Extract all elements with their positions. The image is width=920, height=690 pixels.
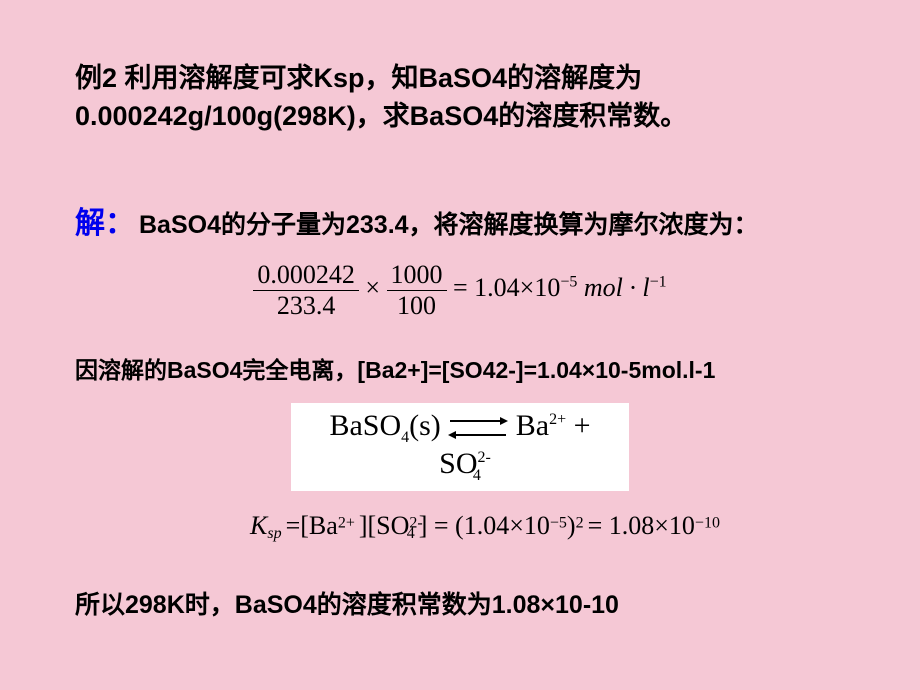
equals-result: = 1.04×10: [453, 273, 560, 302]
problem-line-2: 0.000242g/100g(298K)，求BaSO4的溶度积常数。: [75, 98, 845, 136]
ksp-k: K: [250, 511, 267, 540]
solution-label: 解：: [75, 207, 135, 240]
so4-charge: 2-: [478, 449, 491, 466]
frac1-numerator: 0.000242: [253, 260, 359, 291]
exponent-neg1: −1: [650, 273, 667, 290]
ksp-e2: −10: [695, 514, 720, 531]
ksp-after: ] = (1.04×10: [419, 511, 550, 540]
molar-concentration-equation: 0.000242 233.4 × 1000 100 = 1.04×10−5 mo…: [75, 260, 845, 321]
baso4-left: BaSO: [329, 409, 401, 442]
ksp-sp: sp: [267, 525, 281, 542]
ksp-after2: ): [567, 511, 576, 540]
ksp-after3: = 1.08×10: [588, 511, 695, 540]
ksp-mid: ][SO: [359, 511, 410, 540]
times-symbol: ×: [365, 273, 380, 302]
exponent-neg5: −5: [560, 273, 577, 290]
unit-mol-l: mol · l: [584, 273, 650, 302]
frac1-denominator: 233.4: [253, 291, 359, 321]
equilibrium-equation-box: BaSO4(s) Ba2+ + SO2-4: [291, 403, 629, 491]
ksp-so-sub: 4: [407, 525, 415, 542]
ba-charge: 2+: [549, 411, 566, 428]
solution-text: BaSO4的分子量为233.4，将溶解度换算为摩尔浓度为：: [139, 211, 759, 239]
solution-intro: 解： BaSO4的分子量为233.4，将溶解度换算为摩尔浓度为：: [75, 198, 845, 242]
conclusion: 所以298K时，BaSO4的溶度积常数为1.08×10-10: [75, 585, 845, 621]
state-solid: (s): [409, 409, 441, 442]
ksp-ba-sup: 2+: [338, 514, 355, 531]
problem-statement: 例2 利用溶解度可求Ksp，知BaSO4的溶解度为 0.000242g/100g…: [75, 60, 845, 136]
frac2-denominator: 100: [387, 291, 447, 321]
equilibrium-arrows-icon: [450, 418, 506, 438]
ksp-e1: −5: [550, 514, 567, 531]
problem-line-1: 例2 利用溶解度可求Ksp，知BaSO4的溶解度为: [75, 60, 845, 98]
ksp-eq-ba: =[Ba: [286, 511, 338, 540]
ksp-sq: 2: [576, 514, 584, 531]
ksp-equation: Ksp =[Ba2+ ][SO2-4 ] = (1.04×10−5)2 = 1.…: [75, 511, 845, 543]
so4-sub: 4: [473, 467, 481, 484]
sub-4-left: 4: [401, 429, 409, 446]
frac2-numerator: 1000: [387, 260, 447, 291]
ba-ion: Ba: [516, 409, 549, 442]
ionization-note: 因溶解的BaSO4完全电离，[Ba2+]=[SO42-]=1.04×10-5mo…: [75, 351, 845, 385]
